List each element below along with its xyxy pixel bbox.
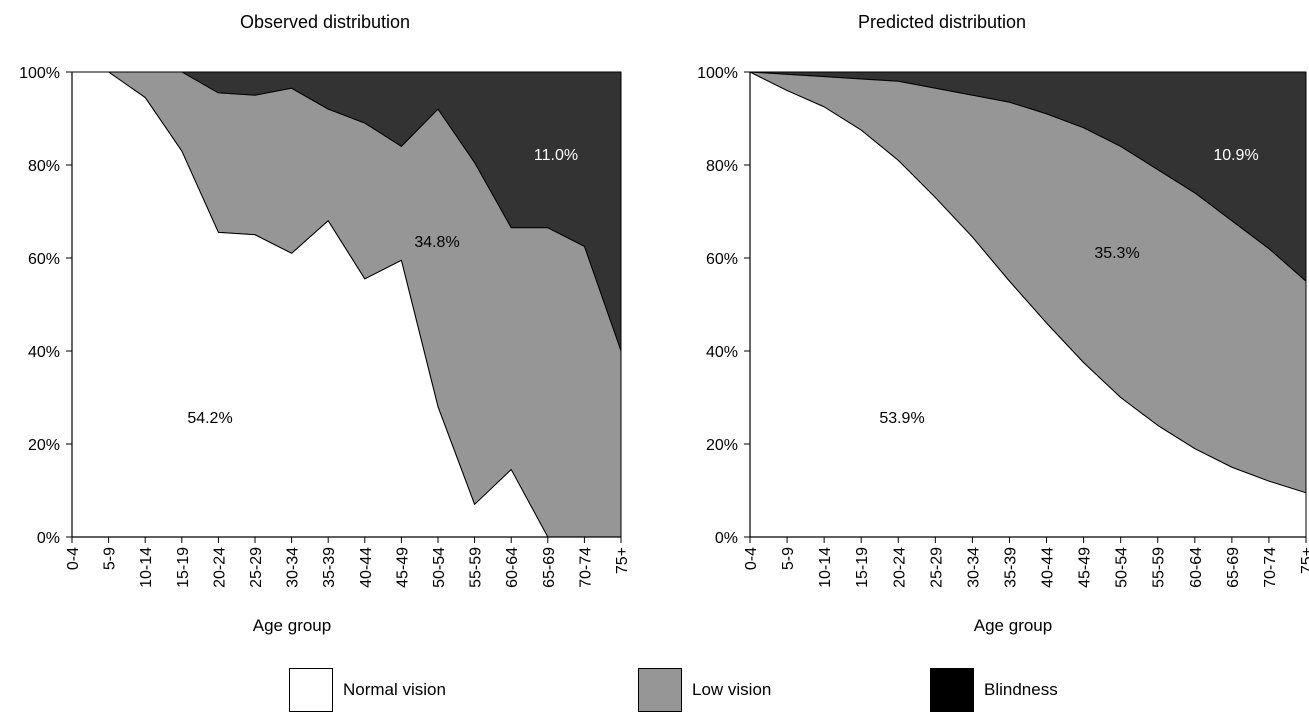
y-tick-label: 40% [706, 344, 738, 361]
x-tick-label: 20-24 [211, 547, 228, 588]
y-tick-label: 20% [706, 437, 738, 454]
annotation-low-vision: 35.3% [1094, 245, 1139, 262]
y-tick-label: 80% [28, 158, 60, 175]
y-tick-label: 60% [28, 251, 60, 268]
x-tick-label: 15-19 [175, 547, 192, 588]
annotation-low-vision: 34.8% [414, 234, 459, 251]
x-tick-label: 35-39 [1002, 547, 1019, 588]
x-tick-label: 45-49 [1077, 547, 1094, 588]
chart-title: Predicted distribution [858, 12, 1026, 32]
x-tick-label: 65-69 [541, 547, 558, 588]
predicted-distribution-chart: Predicted distribution 0% 20% 40% 60% 80% 100… [697, 12, 1309, 635]
x-tick-label: 65-69 [1225, 547, 1242, 588]
x-tick-label: 55-59 [1151, 547, 1168, 588]
legend-label: Blindness [984, 680, 1058, 699]
x-tick-label: 10-14 [817, 547, 834, 588]
axes: 0% 20% 40% 60% 80% 100% 0-4 5-9 10-14 15-19 20-24 2… [19, 65, 631, 588]
legend-swatch [638, 668, 682, 712]
annotation-normal-vision: 54.2% [187, 410, 232, 427]
legend-swatch [930, 668, 974, 712]
x-tick-label: 15-19 [854, 547, 871, 588]
legend-label: Low vision [692, 680, 772, 699]
x-tick-label: 55-59 [468, 547, 485, 588]
x-tick-label: 0-4 [743, 547, 760, 570]
legend-label: Normal vision [343, 680, 446, 699]
x-tick-label: 45-49 [394, 547, 411, 588]
chart-title: Observed distribution [240, 12, 410, 32]
y-tick-label: 60% [706, 251, 738, 268]
x-tick-label: 30-34 [285, 547, 302, 588]
legend-blindness: Blindness [930, 667, 1058, 713]
legend-swatch [289, 668, 333, 712]
x-tick-label: 60-64 [504, 547, 521, 588]
x-tick-label: 75+ [1299, 547, 1309, 574]
annotation-layer: 53.9% 35.3% 10.9% [879, 147, 1258, 427]
observed-distribution-chart: Observed distribution 0% 20% 40% 60% 80% 100%… [19, 12, 631, 635]
area-layer [749, 71, 1307, 538]
x-axis-title: Age group [974, 616, 1052, 635]
x-tick-label: 10-14 [138, 547, 155, 588]
x-tick-label: 75+ [614, 547, 631, 574]
x-tick-label: 20-24 [891, 547, 908, 588]
x-tick-label: 30-34 [965, 547, 982, 588]
x-tick-label: 5-9 [780, 547, 797, 570]
y-tick-label: 80% [706, 158, 738, 175]
x-tick-label: 50-54 [1114, 547, 1131, 588]
legend-low-vision: Low vision [638, 667, 771, 713]
axes: 0% 20% 40% 60% 80% 100% 0-4 5-9 10-14 15-19 20-24 2… [697, 65, 1309, 588]
x-tick-label: 40-44 [358, 547, 375, 588]
x-tick-label: 5-9 [102, 547, 119, 570]
x-tick-label: 25-29 [248, 547, 265, 588]
annotation-layer: 54.2% 34.8% 11.0% [187, 147, 578, 427]
x-tick-label: 0-4 [65, 547, 82, 570]
annotation-blindness: 11.0% [534, 147, 578, 164]
x-tick-label: 70-74 [1262, 547, 1279, 588]
x-tick-label: 40-44 [1040, 547, 1057, 588]
y-tick-label: 20% [28, 437, 60, 454]
x-tick-label: 70-74 [577, 547, 594, 588]
y-tick-label: 0% [37, 530, 60, 547]
area-layer [71, 71, 622, 538]
legend-normal-vision: Normal vision [289, 667, 446, 713]
y-tick-label: 100% [697, 65, 738, 82]
y-tick-label: 40% [28, 344, 60, 361]
y-tick-label: 100% [19, 65, 60, 82]
x-tick-label: 25-29 [928, 547, 945, 588]
x-tick-label: 50-54 [431, 547, 448, 588]
annotation-blindness: 10.9% [1213, 147, 1258, 164]
x-axis-title: Age group [253, 616, 331, 635]
x-tick-label: 35-39 [321, 547, 338, 588]
y-tick-label: 0% [715, 530, 738, 547]
annotation-normal-vision: 53.9% [879, 410, 924, 427]
x-tick-label: 60-64 [1188, 547, 1205, 588]
